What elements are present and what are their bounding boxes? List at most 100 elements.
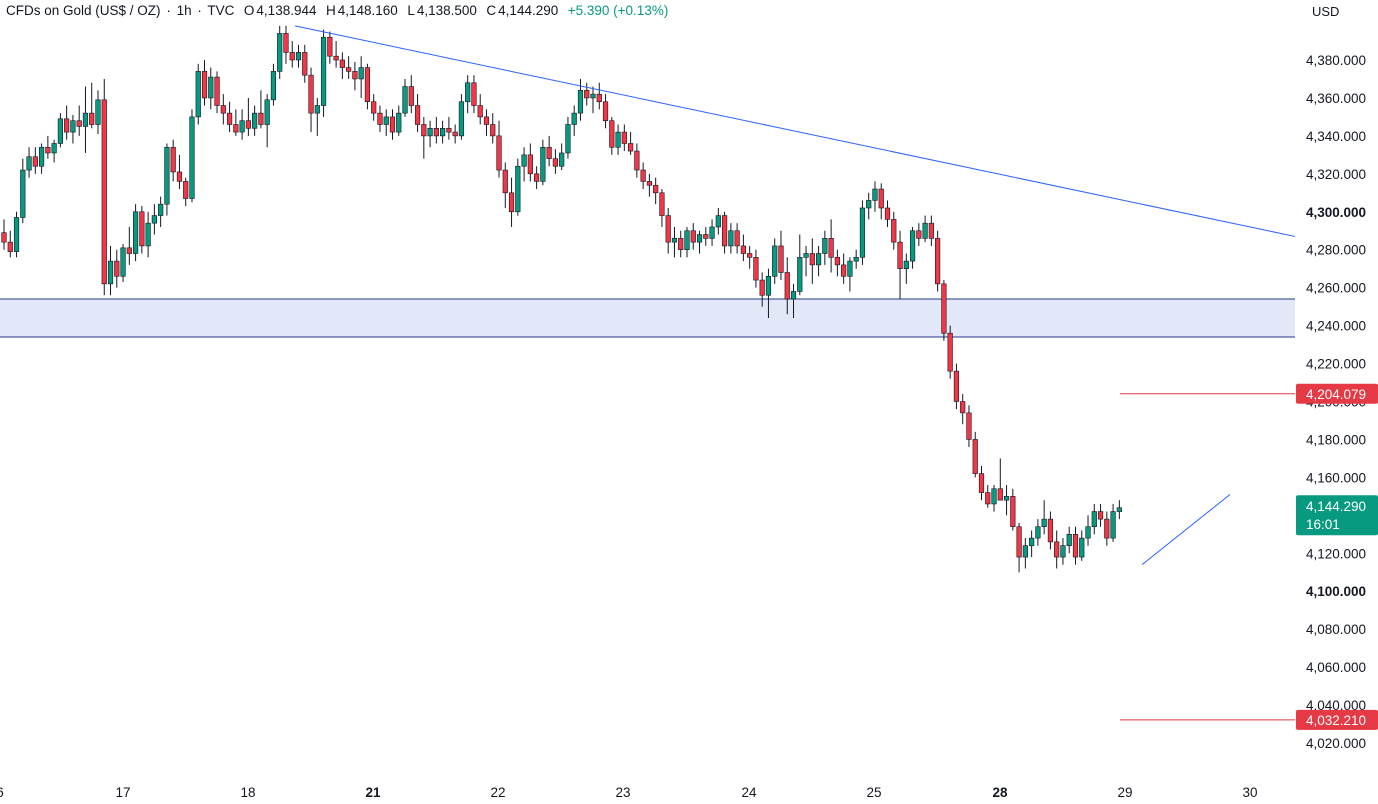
time-axis[interactable]: 6 17 18 21 22 23 24 25 28 29 30 (0, 785, 1258, 800)
candle-body-down (703, 234, 709, 239)
candle-body-down (7, 241, 13, 252)
candle (1091, 503, 1097, 535)
candle-body-up (320, 36, 327, 106)
date-tick-label: 18 (240, 785, 255, 800)
support-zone (0, 298, 1295, 338)
close-value: 4,144.290 (498, 3, 559, 18)
candle-body-up (847, 260, 853, 277)
candle-body-up (13, 217, 20, 252)
candle (571, 105, 577, 136)
candle (922, 215, 928, 243)
candle (784, 257, 790, 315)
candle (239, 109, 245, 140)
candle-body-up (709, 226, 715, 239)
candle (1, 219, 7, 250)
candle-body-down (596, 93, 602, 103)
candle (696, 230, 703, 254)
candle-body-down (740, 245, 746, 254)
candle-body-up (208, 76, 214, 99)
price-tick-label: 4,320.000 (1306, 167, 1366, 182)
currency-label[interactable]: USD (1312, 4, 1340, 19)
candle (465, 75, 471, 114)
candle-body-up (270, 71, 277, 101)
candle (515, 158, 521, 216)
candle-body-down (346, 67, 352, 72)
candle-body-down (433, 128, 439, 137)
candle-body-up (1085, 526, 1091, 539)
candle-body-up (872, 188, 878, 201)
candle-body-down (634, 150, 640, 171)
price-tick-label: 4,240.000 (1306, 319, 1366, 334)
current-price-tag-bg (1296, 495, 1378, 536)
candle-body-up (383, 116, 389, 125)
high-value: 4,148.160 (337, 3, 398, 18)
interval[interactable]: 1h (176, 3, 192, 18)
candle-body-up (772, 245, 778, 277)
candle (947, 325, 953, 379)
candle-body-up (1029, 537, 1035, 546)
candle-body-up (239, 120, 245, 133)
candle-body-down (997, 488, 1003, 501)
candle-body-down (646, 181, 652, 186)
candle-body-up (909, 230, 916, 262)
candle (233, 109, 239, 136)
candle (51, 139, 57, 163)
candle-body-down (546, 146, 552, 159)
candle (1016, 522, 1022, 573)
symbol-name[interactable]: CFDs on Gold (US$ / OZ) (6, 3, 161, 18)
candle (1066, 526, 1072, 554)
candle (596, 82, 602, 110)
candle (226, 101, 233, 133)
candle-body-up (57, 118, 63, 144)
candle (132, 204, 139, 262)
candle-body-up (565, 124, 571, 154)
candle-body-down (891, 219, 897, 243)
candle-body-down (972, 439, 978, 474)
candle (314, 97, 320, 136)
descending-trendline[interactable] (294, 25, 1296, 237)
candle (89, 82, 95, 129)
candle-body-down (1016, 526, 1022, 558)
rising-trendline[interactable] (1141, 494, 1231, 566)
candle (364, 63, 371, 110)
candle-body-down (421, 124, 427, 137)
candle (183, 177, 189, 207)
candle-body-up (715, 215, 721, 228)
candle (659, 189, 665, 227)
candle-body-down (985, 492, 991, 505)
candle-body-down (333, 55, 339, 61)
candle (283, 25, 289, 64)
candle (684, 226, 690, 258)
price-level-tag-label: 4,204.079 (1306, 387, 1366, 402)
candle (214, 71, 220, 114)
date-tick-label: 29 (1117, 785, 1132, 800)
candle (483, 109, 490, 136)
candle (991, 484, 997, 512)
candle-body-up (815, 253, 822, 266)
candle-body-down (834, 257, 840, 266)
candle (433, 116, 439, 144)
candle-body-up (684, 230, 690, 251)
current-price-label: 4,144.290 (1306, 499, 1366, 514)
candle-body-down (1054, 541, 1060, 558)
open-value: 4,138.944 (256, 3, 317, 18)
candle (928, 215, 934, 246)
candle-body-up (521, 154, 527, 167)
candle-body-down (841, 264, 847, 277)
candle-body-down (953, 370, 960, 402)
candle (490, 113, 496, 144)
candle-body-down (364, 67, 371, 103)
candle-body-down (114, 260, 120, 277)
candle (740, 234, 746, 262)
candle (778, 230, 784, 281)
price-axis[interactable]: 4,380.000 4,360.000 4,340.000 4,320.000 4,30… (1306, 53, 1366, 751)
candle-body-up (158, 203, 164, 216)
date-tick-label: 6 (0, 785, 4, 800)
candle-body-down (220, 105, 226, 114)
candle (621, 124, 627, 152)
candle-body-down (302, 52, 308, 76)
candle (627, 132, 634, 155)
candle (822, 230, 828, 265)
candle-body-down (621, 131, 627, 144)
